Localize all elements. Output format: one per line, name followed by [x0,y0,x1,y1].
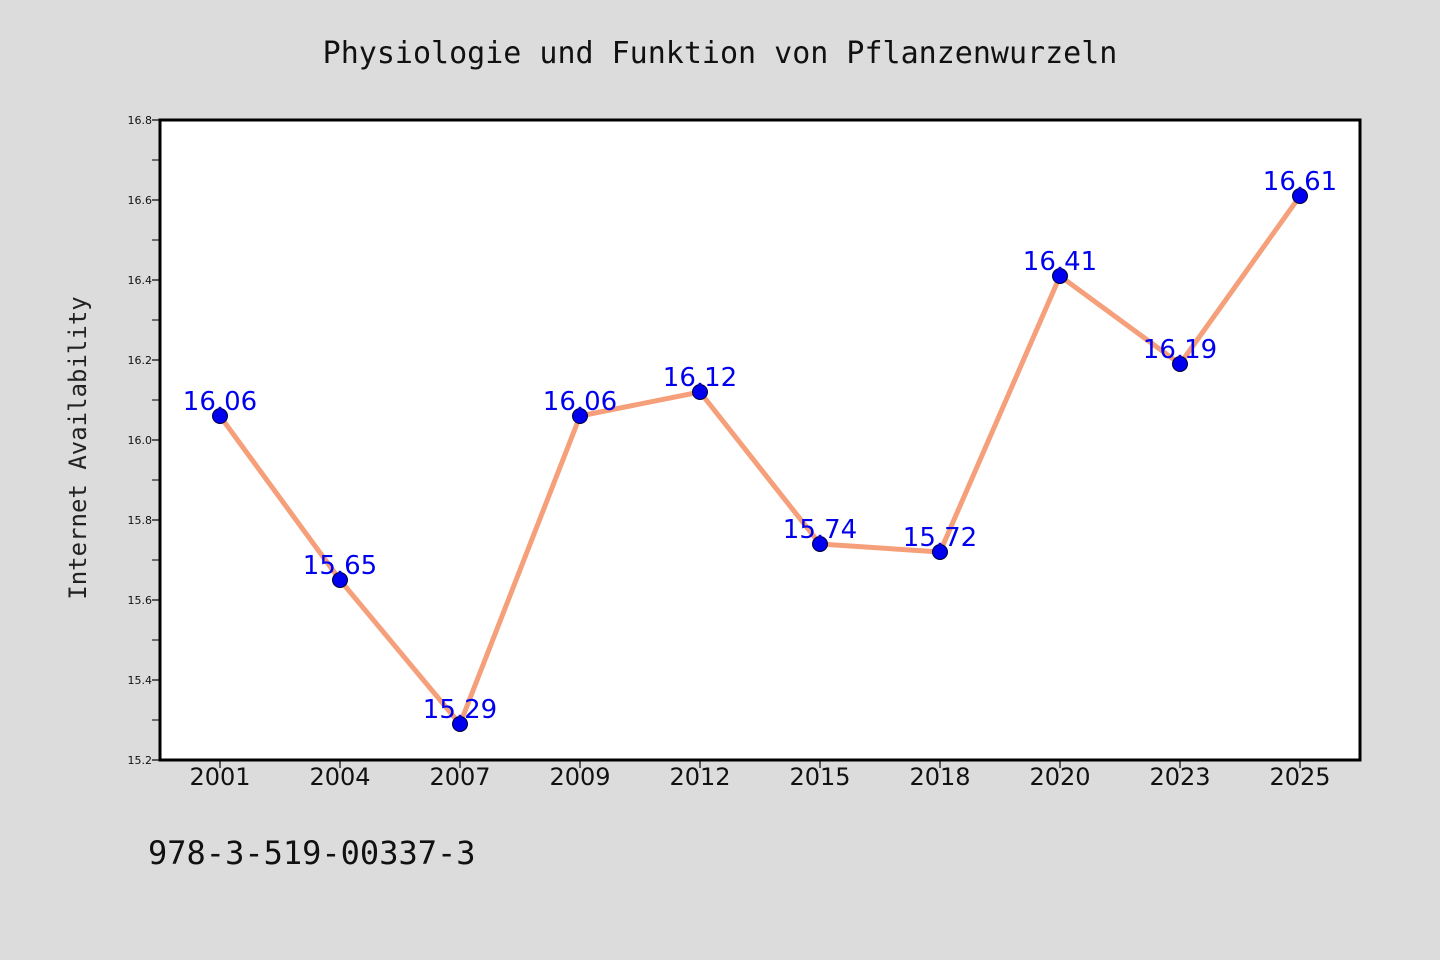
y-axis-label: Internet Availability [64,296,92,599]
data-point [692,384,708,400]
y-axis: 15.2 15.4 15.6 15.8 16.0 16.2 16.4 16.6 16.8 [128,114,160,767]
x-tick-label: 2012 [669,763,730,791]
x-tick-label: 2023 [1149,763,1210,791]
data-points [212,188,1308,732]
data-label: 15.29 [423,695,497,725]
plot-area [158,118,1362,762]
y-tick-label: 15.8 [128,514,153,527]
x-tick-label: 2015 [789,763,850,791]
y-tick-label: 15.4 [128,674,153,687]
data-point [452,716,468,732]
y-tick-label: 15.2 [128,754,153,767]
y-tick-label: 16.0 [128,434,153,447]
x-axis: 2001 2004 2007 2009 2012 2015 2018 2020 2023 2025 [189,760,1331,791]
data-label: 16.06 [183,387,257,417]
data-label: 16.06 [543,387,617,417]
isbn-text: 978-3-519-00337-3 [148,834,476,872]
data-point [932,544,948,560]
data-label: 15.72 [903,523,977,553]
data-label: 16.19 [1143,335,1217,365]
x-tick-label: 2001 [189,763,250,791]
data-point [1292,188,1308,204]
data-point [212,408,228,424]
data-label: 15.74 [783,515,857,545]
data-label: 15.65 [303,551,377,581]
data-label: 16.12 [663,363,737,393]
chart-title: Physiologie und Funktion von Pflanzenwur… [323,36,1118,71]
x-tick-label: 2025 [1269,763,1330,791]
data-point [332,572,348,588]
y-tick-label: 15.6 [128,594,153,607]
y-tick-label: 16.8 [128,114,153,127]
x-tick-label: 2018 [909,763,970,791]
series-line [217,194,1303,727]
x-tick-label: 2004 [309,763,370,791]
data-point [812,536,828,552]
x-tick-label: 2009 [549,763,610,791]
y-tick-label: 16.2 [128,354,153,367]
y-tick-label: 16.4 [128,274,153,287]
data-point [1052,268,1068,284]
x-tick-label: 2020 [1029,763,1090,791]
data-label: 16.41 [1023,247,1097,277]
y-tick-label: 16.6 [128,194,153,207]
data-point [1172,356,1188,372]
data-label: 16.61 [1263,167,1337,197]
x-tick-label: 2007 [429,763,490,791]
data-labels: 16.06 15.65 15.29 16.06 16.12 15.74 15.72 16.41… [183,167,1337,725]
data-point [572,408,588,424]
